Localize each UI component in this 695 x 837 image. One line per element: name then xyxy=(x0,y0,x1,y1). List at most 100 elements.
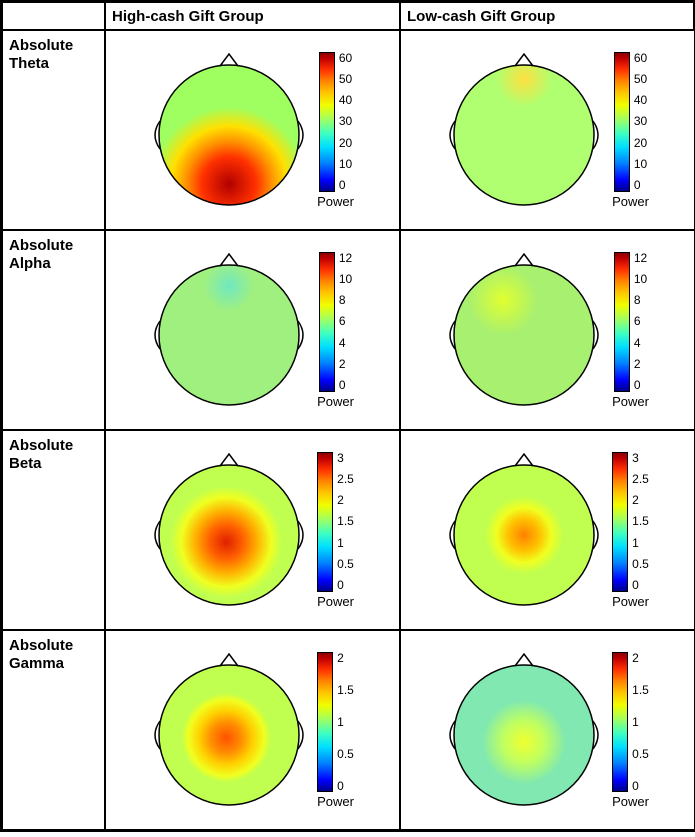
colorbar-title: Power xyxy=(317,194,354,209)
row-label-theta: AbsoluteTheta xyxy=(2,30,105,230)
topomap-theta-low: 60 50 40 30 20 10 0 Power xyxy=(400,30,695,230)
colorbar-tick: 0 xyxy=(337,579,354,591)
head-wrapper xyxy=(149,450,309,610)
colorbar-tick: 2.5 xyxy=(632,473,649,485)
head-topomap-svg xyxy=(149,650,309,810)
colorbar-tick: 60 xyxy=(634,52,647,64)
colorbar-tick: 3 xyxy=(337,452,354,464)
head-wrapper xyxy=(444,50,604,210)
head-wrapper xyxy=(444,650,604,810)
head-wrapper xyxy=(149,650,309,810)
colorbar-tick: 30 xyxy=(634,115,647,127)
colorbar-gradient xyxy=(612,652,628,792)
colorbar-tick: 0 xyxy=(339,379,352,391)
colorbar-tick: 0.5 xyxy=(632,558,649,570)
colorbar-tick: 0 xyxy=(632,780,649,792)
colorbar-title: Power xyxy=(317,794,354,809)
colorbar: 32.521.510.50 Power xyxy=(317,452,354,609)
topomap-theta-high: 6050403020100 Power xyxy=(105,30,400,230)
head-wrapper xyxy=(149,50,309,210)
colorbar: 121086420 Power xyxy=(612,252,649,409)
colorbar-tick: 40 xyxy=(339,94,352,106)
colorbar-tick: 1 xyxy=(632,537,649,549)
colorbar-gradient xyxy=(319,252,335,392)
head-topomap-svg xyxy=(444,250,604,410)
colorbar-tick: 4 xyxy=(634,337,647,349)
head-wrapper xyxy=(149,250,309,410)
colorbar-title: Power xyxy=(612,594,649,609)
colorbar-tick: 6 xyxy=(339,315,352,327)
colorbar-tick: 6 xyxy=(634,315,647,327)
colorbar-gradient xyxy=(317,452,333,592)
topomap-gamma-high: 21.510.50 Power xyxy=(105,630,400,830)
colorbar-gradient xyxy=(614,52,630,192)
colorbar-tick: 3 xyxy=(632,452,649,464)
colorbar-tick: 0 xyxy=(632,579,649,591)
head-topomap-svg xyxy=(444,50,604,210)
colorbar-tick: 2.5 xyxy=(337,473,354,485)
colorbar-title: Power xyxy=(612,794,649,809)
topomap-gamma-low: 21.510.50 Power xyxy=(400,630,695,830)
colorbar-tick: 2 xyxy=(634,358,647,370)
colorbar-tick: 8 xyxy=(339,294,352,306)
colorbar-title: Power xyxy=(317,394,354,409)
colorbar-tick: 1.5 xyxy=(632,515,649,527)
colorbar-tick: 1.5 xyxy=(337,515,354,527)
colorbar-tick: 40 xyxy=(634,94,647,106)
topomap-beta-high: 32.521.510.50 Power xyxy=(105,430,400,630)
head-topomap-svg xyxy=(149,50,309,210)
colorbar-tick: 4 xyxy=(339,337,352,349)
colorbar-tick: 0 xyxy=(339,179,352,191)
colorbar: 60 50 40 30 20 10 0 Power xyxy=(612,52,649,209)
colorbar-tick: 10 xyxy=(634,158,647,170)
colorbar-tick: 0 xyxy=(634,179,647,191)
colorbar-title: Power xyxy=(317,594,354,609)
colorbar: 32.521.510.50 Power xyxy=(612,452,649,609)
colorbar-tick: 0.5 xyxy=(337,748,354,760)
colorbar-ticks: 60 50 40 30 20 10 0 xyxy=(634,52,647,192)
colorbar-ticks: 121086420 xyxy=(634,252,647,392)
colorbar-ticks: 21.510.50 xyxy=(632,652,649,792)
topomap-grid: High-cash Gift Group Low-cash Gift Group… xyxy=(0,0,695,832)
colorbar-tick: 10 xyxy=(339,273,352,285)
colorbar-tick: 12 xyxy=(634,252,647,264)
colorbar-tick: 0 xyxy=(337,780,354,792)
colorbar-tick: 8 xyxy=(634,294,647,306)
colorbar-gradient xyxy=(612,452,628,592)
colorbar: 21.510.50 Power xyxy=(317,652,354,809)
colorbar-ticks: 32.521.510.50 xyxy=(632,452,649,592)
colorbar-tick: 0 xyxy=(634,379,647,391)
topomap-beta-low: 32.521.510.50 Power xyxy=(400,430,695,630)
colorbar-tick: 50 xyxy=(634,73,647,85)
colorbar-ticks: 6050403020100 xyxy=(339,52,352,192)
colorbar: 21.510.50 Power xyxy=(612,652,649,809)
colorbar-ticks: 121086420 xyxy=(339,252,352,392)
head-wrapper xyxy=(444,250,604,410)
colorbar-tick: 1.5 xyxy=(632,684,649,696)
colorbar-ticks: 21.510.50 xyxy=(337,652,354,792)
colorbar-tick: 30 xyxy=(339,115,352,127)
head-topomap-svg xyxy=(149,450,309,610)
colorbar-tick: 2 xyxy=(632,652,649,664)
header-blank xyxy=(2,2,105,30)
colorbar-tick: 2 xyxy=(337,494,354,506)
colorbar: 6050403020100 Power xyxy=(317,52,354,209)
colorbar-gradient xyxy=(614,252,630,392)
colorbar-tick: 0.5 xyxy=(337,558,354,570)
colorbar-tick: 60 xyxy=(339,52,352,64)
colorbar-tick: 0.5 xyxy=(632,748,649,760)
colorbar-tick: 2 xyxy=(339,358,352,370)
header-high-cash: High-cash Gift Group xyxy=(105,2,400,30)
colorbar-title: Power xyxy=(612,394,649,409)
head-wrapper xyxy=(444,450,604,610)
colorbar-tick: 1.5 xyxy=(337,684,354,696)
colorbar-tick: 1 xyxy=(337,716,354,728)
colorbar-ticks: 32.521.510.50 xyxy=(337,452,354,592)
row-label-gamma: AbsoluteGamma xyxy=(2,630,105,830)
row-label-alpha: AbsoluteAlpha xyxy=(2,230,105,430)
colorbar-tick: 50 xyxy=(339,73,352,85)
colorbar-tick: 20 xyxy=(634,137,647,149)
colorbar-title: Power xyxy=(612,194,649,209)
header-low-cash: Low-cash Gift Group xyxy=(400,2,695,30)
head-topomap-svg xyxy=(444,650,604,810)
